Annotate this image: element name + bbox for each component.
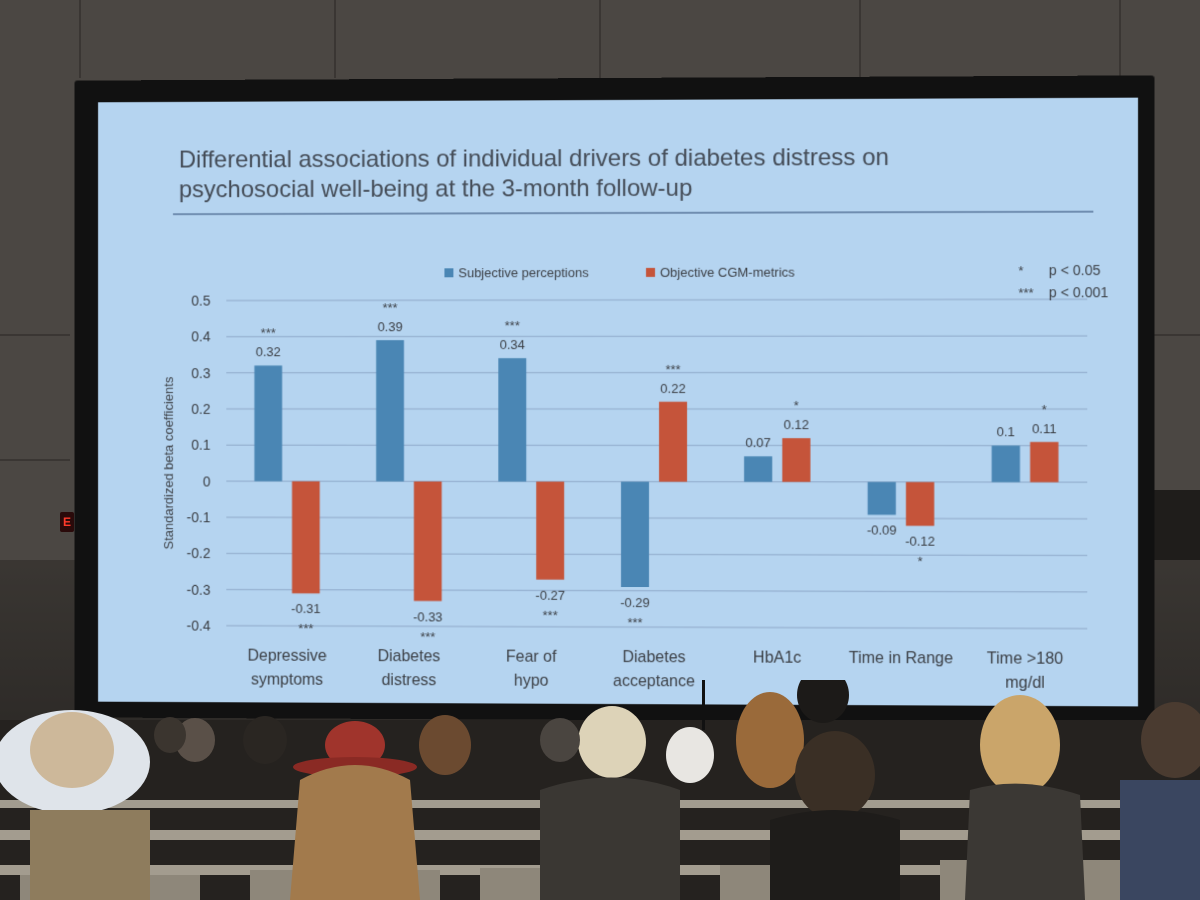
gridline	[226, 590, 1087, 592]
significance-label: p < 0.05	[1049, 262, 1101, 278]
y-tick-label: 0.4	[191, 329, 210, 345]
x-category-label: Time in Range	[849, 650, 953, 668]
y-tick-label: 0.2	[191, 401, 210, 417]
bar	[414, 481, 442, 601]
y-axis-label: Standardized beta coefficients	[161, 377, 176, 550]
data-label: -0.12	[905, 534, 935, 549]
significance-label: ***	[543, 608, 558, 623]
significance-label: *	[1042, 402, 1047, 417]
legend-swatch	[444, 268, 453, 277]
exit-sign: E	[60, 512, 74, 532]
legend-label: Subjective perceptions	[458, 265, 588, 280]
bar	[292, 481, 320, 593]
data-label: 0.34	[500, 337, 525, 352]
bar	[992, 446, 1020, 483]
gridline	[226, 481, 1087, 482]
data-label: -0.27	[535, 588, 565, 603]
x-category-label: Diabetes	[622, 649, 685, 666]
y-tick-label: 0.3	[191, 365, 210, 381]
projection-screen: Differential associations of individual …	[74, 75, 1154, 722]
y-tick-label: 0	[203, 473, 211, 489]
bar	[536, 482, 564, 580]
significance-label: ***	[298, 621, 313, 636]
gridline	[226, 445, 1087, 446]
significance-marker: *	[1018, 263, 1023, 278]
data-label: 0.1	[997, 424, 1015, 439]
y-tick-label: 0.5	[191, 293, 210, 309]
data-label: -0.09	[867, 523, 897, 538]
data-label: 0.11	[1032, 421, 1057, 436]
y-tick-label: -0.1	[187, 509, 211, 525]
significance-label: ***	[505, 318, 520, 333]
data-label: 0.22	[660, 381, 685, 396]
data-label: 0.07	[745, 435, 770, 450]
legend-label: Objective CGM-metrics	[660, 265, 795, 280]
data-label: -0.29	[620, 595, 650, 610]
significance-label: *	[794, 398, 799, 413]
bar	[376, 340, 404, 481]
significance-label: ***	[627, 615, 642, 630]
gridline	[226, 336, 1087, 337]
gridline	[226, 517, 1087, 519]
gridline	[226, 299, 1087, 300]
x-category-label: Diabetes	[378, 648, 441, 665]
data-label: 0.39	[378, 319, 403, 334]
audience-silhouettes	[0, 680, 1200, 900]
y-tick-label: 0.1	[191, 437, 210, 453]
bar	[1030, 442, 1058, 482]
bar	[621, 482, 649, 587]
y-tick-label: -0.3	[187, 581, 211, 597]
data-label: 0.12	[784, 417, 809, 432]
significance-label: ***	[665, 362, 680, 377]
bar	[659, 402, 687, 482]
significance-label: p < 0.001	[1049, 284, 1109, 300]
data-label: 0.32	[256, 345, 281, 360]
significance-label: ***	[383, 300, 398, 315]
x-category-label: HbA1c	[753, 649, 801, 666]
significance-label: ***	[261, 326, 276, 341]
presentation-slide: Differential associations of individual …	[98, 98, 1138, 707]
bar	[906, 482, 934, 526]
y-tick-label: -0.4	[187, 618, 211, 634]
significance-marker: ***	[1018, 285, 1033, 300]
bar-chart: 0.5 0.4 0.3 0.2 0.1 0 -0.1 -0.2 -0.3 -0.4 Standard…	[98, 98, 1138, 707]
bar	[498, 358, 526, 481]
significance-label: ***	[420, 629, 435, 644]
x-category-label: Depressive	[247, 648, 326, 665]
data-label: -0.33	[413, 609, 442, 624]
data-label: -0.31	[291, 601, 320, 616]
x-category-label: Fear of	[506, 649, 557, 666]
significance-label: *	[918, 554, 923, 569]
gridline	[226, 626, 1087, 629]
bar	[868, 482, 896, 515]
bar	[782, 438, 810, 482]
legend-swatch	[646, 268, 655, 277]
bar	[744, 456, 772, 482]
gridline	[226, 553, 1087, 555]
bar	[254, 366, 282, 482]
x-category-label: Time >180	[987, 650, 1063, 667]
y-tick-label: -0.2	[187, 545, 211, 561]
